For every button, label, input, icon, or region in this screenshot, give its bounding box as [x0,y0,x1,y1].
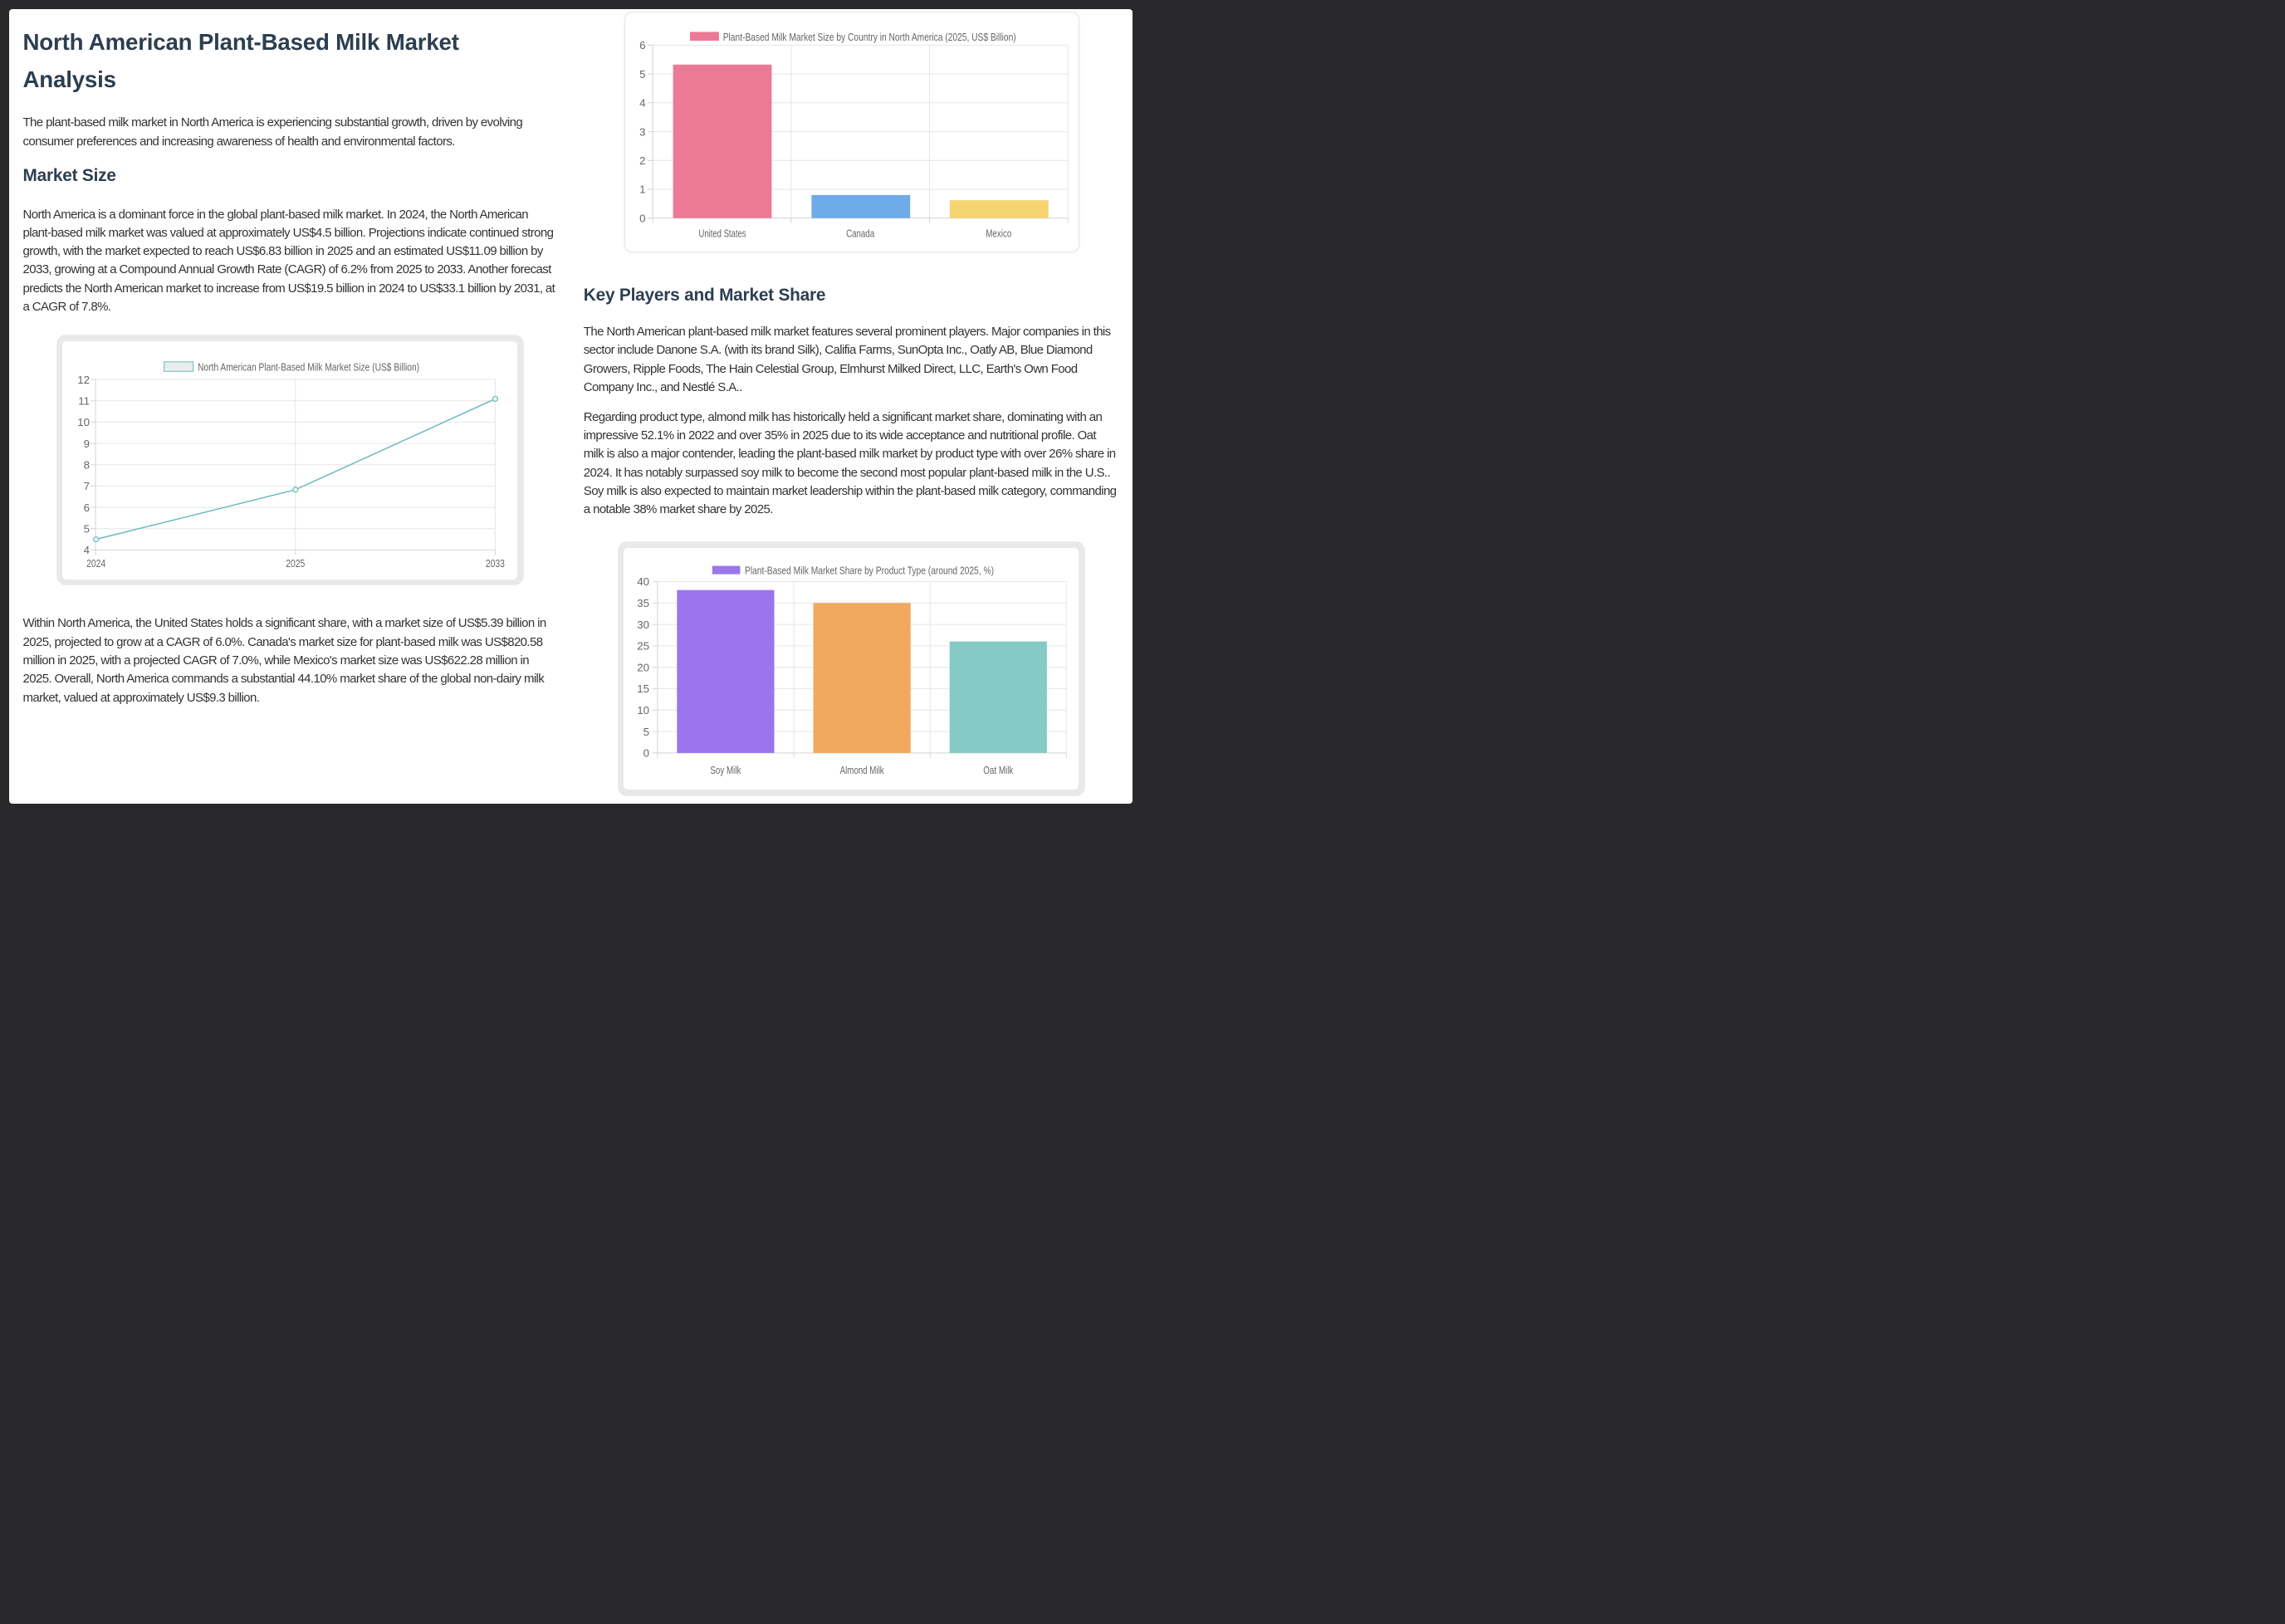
svg-text:8: 8 [84,458,90,471]
svg-text:11: 11 [79,394,91,407]
svg-text:20: 20 [637,661,649,673]
svg-text:9: 9 [84,437,90,449]
svg-text:Plant-Based Milk Market Share: Plant-Based Milk Market Share by Product… [745,564,994,576]
svg-text:United States: United States [698,227,746,240]
svg-text:4: 4 [84,544,90,556]
svg-text:2033: 2033 [486,557,505,570]
svg-text:Plant-Based Milk Market Size b: Plant-Based Milk Market Size by Country … [722,31,1015,43]
svg-text:6: 6 [84,501,90,513]
svg-text:Mexico: Mexico [986,227,1011,240]
svg-text:2: 2 [639,154,645,167]
svg-text:0: 0 [639,212,645,224]
svg-text:5: 5 [639,68,645,81]
svg-text:7: 7 [84,480,90,492]
svg-text:Almond Milk: Almond Milk [840,764,884,776]
svg-text:15: 15 [637,682,649,695]
svg-text:1: 1 [639,183,645,196]
svg-text:6: 6 [639,39,645,51]
svg-text:30: 30 [637,619,649,631]
svg-text:40: 40 [637,575,649,588]
svg-text:35: 35 [637,597,649,609]
svg-text:5: 5 [643,726,649,738]
svg-text:10: 10 [637,704,649,717]
svg-text:2025: 2025 [286,557,306,570]
svg-text:12: 12 [78,373,91,385]
svg-text:Canada: Canada [846,227,874,240]
svg-text:10: 10 [78,416,91,428]
svg-text:25: 25 [637,639,649,652]
svg-text:5: 5 [84,522,90,535]
svg-text:4: 4 [639,97,645,110]
svg-text:Oat Milk: Oat Milk [983,764,1013,776]
svg-text:0: 0 [643,746,649,759]
svg-text:Soy Milk: Soy Milk [711,764,741,776]
svg-text:3: 3 [639,125,645,138]
svg-text:North American Plant-Based Mil: North American Plant-Based Milk Market S… [198,360,419,373]
svg-text:2024: 2024 [86,557,105,570]
